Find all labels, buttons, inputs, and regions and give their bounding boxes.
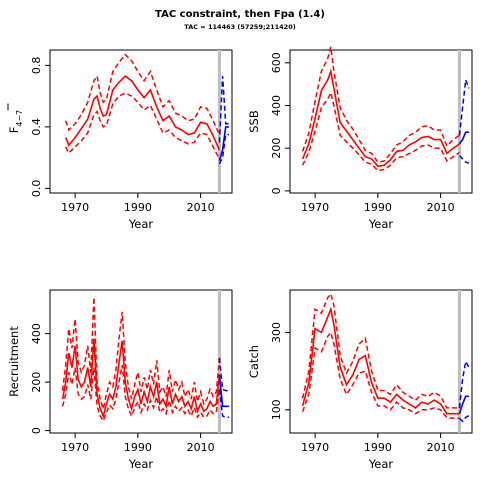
x-axis-label: Year (368, 457, 394, 471)
historic-lower-bound-line (65, 92, 221, 160)
x-tick-label: 2010 (187, 201, 215, 214)
x-axis-label: Year (128, 457, 154, 471)
historic-lower-bound-line (301, 330, 460, 420)
x-tick-label: 1970 (301, 201, 329, 214)
y-axis-label: SSB (247, 110, 261, 133)
y-axis-label-subscript: 4−7 (15, 110, 24, 127)
y-tick-label: 300 (270, 322, 283, 343)
projection-median-line (458, 395, 469, 414)
x-tick-label: 1990 (364, 441, 392, 454)
projection-median-line (218, 126, 229, 161)
y-tick-label: 200 (30, 372, 43, 393)
y-axis-label: F4−7 (7, 110, 24, 134)
plot-frame (49, 289, 233, 434)
y-tick-label: 0.0 (30, 180, 43, 198)
panel-fbar: 1970 1990 2010 0.0 0.4 0.8 Year F4−7 (7, 49, 233, 231)
historic-upper-bound-line (64, 53, 221, 135)
plot-frame (49, 49, 233, 194)
x-tick-label: 1990 (364, 201, 392, 214)
x-tick-label: 1990 (124, 441, 152, 454)
projection-lower-bound-line (218, 389, 229, 418)
historic-median-line (61, 338, 221, 419)
projection-upper-bound-line (218, 357, 229, 392)
projection-median-line (218, 374, 229, 408)
x-tick-label: 1990 (124, 201, 152, 214)
y-tick-label: 200 (270, 138, 283, 159)
projection-upper-bound-line (218, 76, 229, 143)
y-axis-label: Catch (247, 345, 261, 378)
y-tick-label: 0 (270, 187, 283, 194)
historic-upper-bound-line (301, 46, 460, 163)
x-tick-label: 2010 (187, 441, 215, 454)
y-tick-label: 0.4 (30, 118, 43, 135)
historic-lower-bound-line (61, 364, 221, 423)
projection-upper-bound-line (458, 79, 470, 136)
y-tick-label: 0 (30, 427, 43, 434)
historic-median-line (301, 68, 460, 168)
plot-frame (289, 49, 473, 194)
x-axis-label: Year (368, 217, 394, 231)
projection-lower-bound-line (458, 155, 470, 164)
x-tick-label: 2010 (427, 201, 455, 214)
historic-upper-bound-line (301, 292, 460, 409)
panel-recruitment: 1970 1990 2010 0 200 400 Year Recruitment (7, 289, 233, 471)
projection-lower-bound-line (458, 414, 470, 423)
historic-median-line (64, 75, 221, 151)
y-tick-label: 400 (30, 323, 43, 344)
historic-lower-bound-line (301, 90, 460, 172)
main-subtitle: TAC = 114463 (57259;211420) (184, 23, 296, 31)
historic-median-line (301, 306, 460, 415)
historic-upper-bound-line (61, 297, 221, 412)
panel-catch: 1970 1990 2010 100 300 Year Catch (247, 289, 473, 471)
x-tick-label: 1970 (61, 441, 89, 454)
y-axis-label: Recruitment (7, 326, 21, 397)
main-title: TAC constraint, then Fpa (1.4) (155, 9, 325, 20)
x-tick-label: 2010 (427, 441, 455, 454)
y-tick-label: 600 (270, 52, 283, 73)
x-tick-label: 1970 (301, 441, 329, 454)
y-tick-label: 100 (270, 399, 283, 420)
projection-lower-bound-line (218, 133, 229, 165)
projection-median-line (458, 131, 469, 145)
y-tick-label: 0.8 (30, 57, 43, 75)
y-tick-label: 400 (270, 95, 283, 116)
plot-frame (289, 289, 473, 434)
panel-ssb: 1970 1990 2010 0 200 400 600 Year SSB (247, 46, 473, 231)
projection-upper-bound-line (458, 359, 470, 408)
x-axis-label: Year (128, 217, 154, 231)
x-tick-label: 1970 (61, 201, 89, 214)
